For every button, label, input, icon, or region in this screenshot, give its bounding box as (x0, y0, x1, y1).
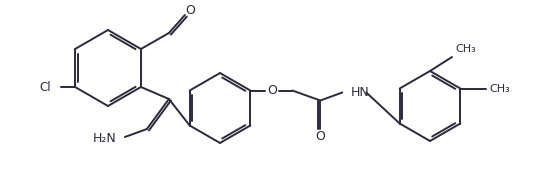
Text: O: O (315, 130, 325, 143)
Text: O: O (267, 84, 277, 97)
Text: HN: HN (351, 86, 369, 99)
Text: CH₃: CH₃ (455, 44, 476, 54)
Text: H₂N: H₂N (93, 131, 117, 145)
Text: O: O (185, 5, 195, 18)
Text: Cl: Cl (40, 80, 51, 94)
Text: CH₃: CH₃ (489, 83, 510, 94)
